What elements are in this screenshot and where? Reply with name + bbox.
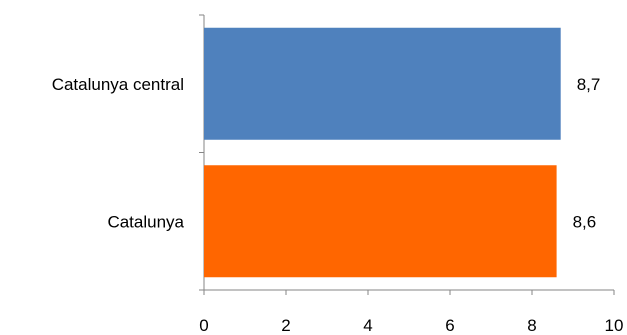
x-tick-label: 4 xyxy=(363,316,372,335)
category-label: Catalunya xyxy=(107,212,184,231)
bar xyxy=(204,27,561,140)
x-tick-label: 2 xyxy=(281,316,290,335)
x-tick-label: 6 xyxy=(445,316,454,335)
data-label: 8,6 xyxy=(573,212,597,231)
x-tick-label: 8 xyxy=(527,316,536,335)
data-label: 8,7 xyxy=(577,75,601,94)
category-label: Catalunya central xyxy=(52,75,184,94)
chart-labels: 0 2 4 6 8 10 Catalunya central 8,7 Catalunya 8,6 xyxy=(52,75,624,335)
bar xyxy=(204,165,557,278)
chart-bars xyxy=(204,27,561,278)
x-tick-label: 10 xyxy=(605,316,624,335)
x-tick-label: 0 xyxy=(199,316,208,335)
